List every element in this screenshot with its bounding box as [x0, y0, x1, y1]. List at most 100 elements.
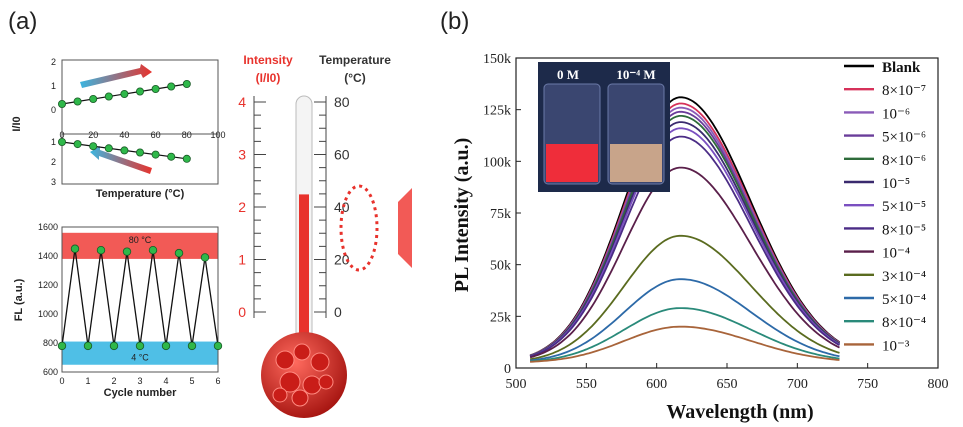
temperature-tick-label: 20: [334, 252, 350, 268]
b-x-tick: 650: [717, 377, 738, 392]
a-bottom-y-tick: 1200: [38, 280, 58, 290]
bulb-particle: [279, 371, 301, 393]
band-4c: [62, 341, 218, 365]
cooling-point: [104, 144, 113, 153]
legend-label: 8×10⁻⁶: [882, 153, 926, 169]
temperature-title: Temperature: [319, 53, 391, 67]
intensity-tick-label: 3: [238, 147, 246, 163]
cycle-point: [213, 341, 223, 351]
pl-curve: [530, 278, 840, 362]
heating-point: [104, 92, 113, 101]
mercury-column: [299, 194, 309, 350]
heating-point: [182, 80, 191, 89]
a-bottom-frame: [61, 226, 219, 373]
legend-label: 5×10⁻⁶: [882, 130, 926, 146]
cycle-point: [161, 341, 171, 351]
bulb-particle: [293, 343, 311, 361]
a-top-x-tick: 40: [119, 130, 129, 140]
a-bottom-ylabel: FL (a.u.): [13, 278, 25, 321]
a-top-x-tick: 100: [210, 130, 225, 140]
pl-curve: [529, 127, 840, 358]
heating-point: [167, 82, 176, 91]
legend-label: 10⁻⁴: [882, 246, 910, 262]
callout-wedge: [398, 188, 412, 268]
cooling-point: [89, 142, 98, 151]
a-top-lower-y-tick: 3: [51, 177, 56, 187]
b-y-tick: 0: [504, 362, 511, 377]
b-y-tick: 100k: [483, 155, 511, 170]
cooling-arrow: [90, 146, 152, 174]
heating-point: [89, 95, 98, 104]
a-bottom-x-tick: 2: [111, 376, 116, 386]
intensity-tick-label: 4: [238, 94, 246, 110]
band-80c-label: 80 °C: [129, 235, 152, 245]
a-top-x-tick: 20: [88, 130, 98, 140]
b-ylabel: PL Intensity (a.u.): [451, 138, 473, 292]
cycle-point: [122, 247, 132, 256]
a-bottom-y-tick: 1400: [38, 251, 58, 261]
temperature-tick-label: 60: [334, 147, 350, 163]
pl-curve: [530, 307, 840, 363]
a-top-lower-frame: [61, 133, 219, 185]
b-x-tick: 750: [857, 377, 878, 392]
cycle-point: [187, 341, 197, 351]
b-y-tick: 50k: [490, 259, 511, 274]
b-y-tick: 150k: [483, 52, 511, 67]
heating-point: [151, 85, 160, 94]
a-top-lower-y-tick: 2: [51, 157, 56, 167]
cycle-point: [174, 248, 184, 258]
pl-curve: [529, 234, 840, 361]
cycle-point: [200, 253, 210, 262]
temperature-unit: (°C): [344, 71, 365, 85]
b-y-tick: 125k: [483, 104, 511, 119]
legend-label: 10⁻⁵: [882, 176, 910, 192]
b-x-tick: 600: [646, 377, 667, 392]
pl-spectra-chart: 0 25k 50k 75k 100k 125k 150k 500 550 600 650 700 750…: [451, 52, 949, 423]
temperature-tick-label: 0: [334, 304, 342, 320]
a-bottom-y-tick: 600: [43, 367, 58, 377]
a-bottom-x-tick: 4: [163, 376, 168, 386]
cooling-point: [135, 148, 144, 157]
cooling-point: [58, 137, 67, 146]
temperature-highlight-ellipse: [339, 184, 379, 272]
band-80c: [62, 232, 218, 259]
a-top-x-tick: 0: [59, 130, 64, 140]
b-x-tick: 500: [506, 377, 527, 392]
a-bottom-x-tick: 5: [189, 376, 194, 386]
cooling-point: [167, 152, 176, 161]
heating-arrow: [80, 64, 152, 88]
heating-point: [58, 100, 67, 109]
panel-b-svg: 0 25k 50k 75k 100k 125k 150k 500 550 600 650 700 750…: [451, 52, 949, 423]
cooling-point: [182, 154, 191, 163]
a-bottom-x-tick: 3: [137, 376, 142, 386]
intensity-tick-label: 1: [238, 252, 246, 268]
inset-label-0m: 0 M: [557, 67, 579, 82]
panel-b-label: (b): [440, 8, 470, 35]
bulb-particle: [275, 350, 295, 370]
a-bottom-xlabel: Cycle number: [104, 387, 177, 399]
a-top-ylabel: I/I0: [11, 116, 23, 131]
heating-point: [135, 87, 144, 96]
a-bottom-y-tick: 800: [43, 338, 58, 348]
thermometer-figure: Intensity(I/I0)Temperature(°C)0123402040…: [238, 53, 412, 418]
legend-label: Blank: [882, 60, 921, 76]
a-top-x-tick: 80: [182, 130, 192, 140]
legend-label: 8×10⁻⁴: [882, 315, 926, 331]
cycle-point: [96, 245, 106, 255]
a-bottom-x-tick: 1: [85, 376, 90, 386]
inset-label-1e-4m: 10⁻⁴ M: [616, 67, 655, 82]
intensity-title: Intensity: [243, 53, 293, 67]
cooling-point: [151, 150, 160, 159]
cycle-point: [135, 341, 145, 351]
cooling-point: [73, 140, 82, 149]
cycle-point: [57, 341, 67, 351]
a-top-upper-y-tick: 0: [51, 105, 56, 115]
b-x-tick: 550: [576, 377, 597, 392]
pl-curve: [529, 166, 840, 359]
intensity-unit: (I/I0): [256, 71, 281, 85]
legend-label: 10⁻³: [882, 338, 910, 354]
temperature-tick-label: 80: [334, 94, 350, 110]
a-top-upper-y-tick: 2: [51, 57, 56, 67]
vial-right-solution: [610, 144, 662, 182]
